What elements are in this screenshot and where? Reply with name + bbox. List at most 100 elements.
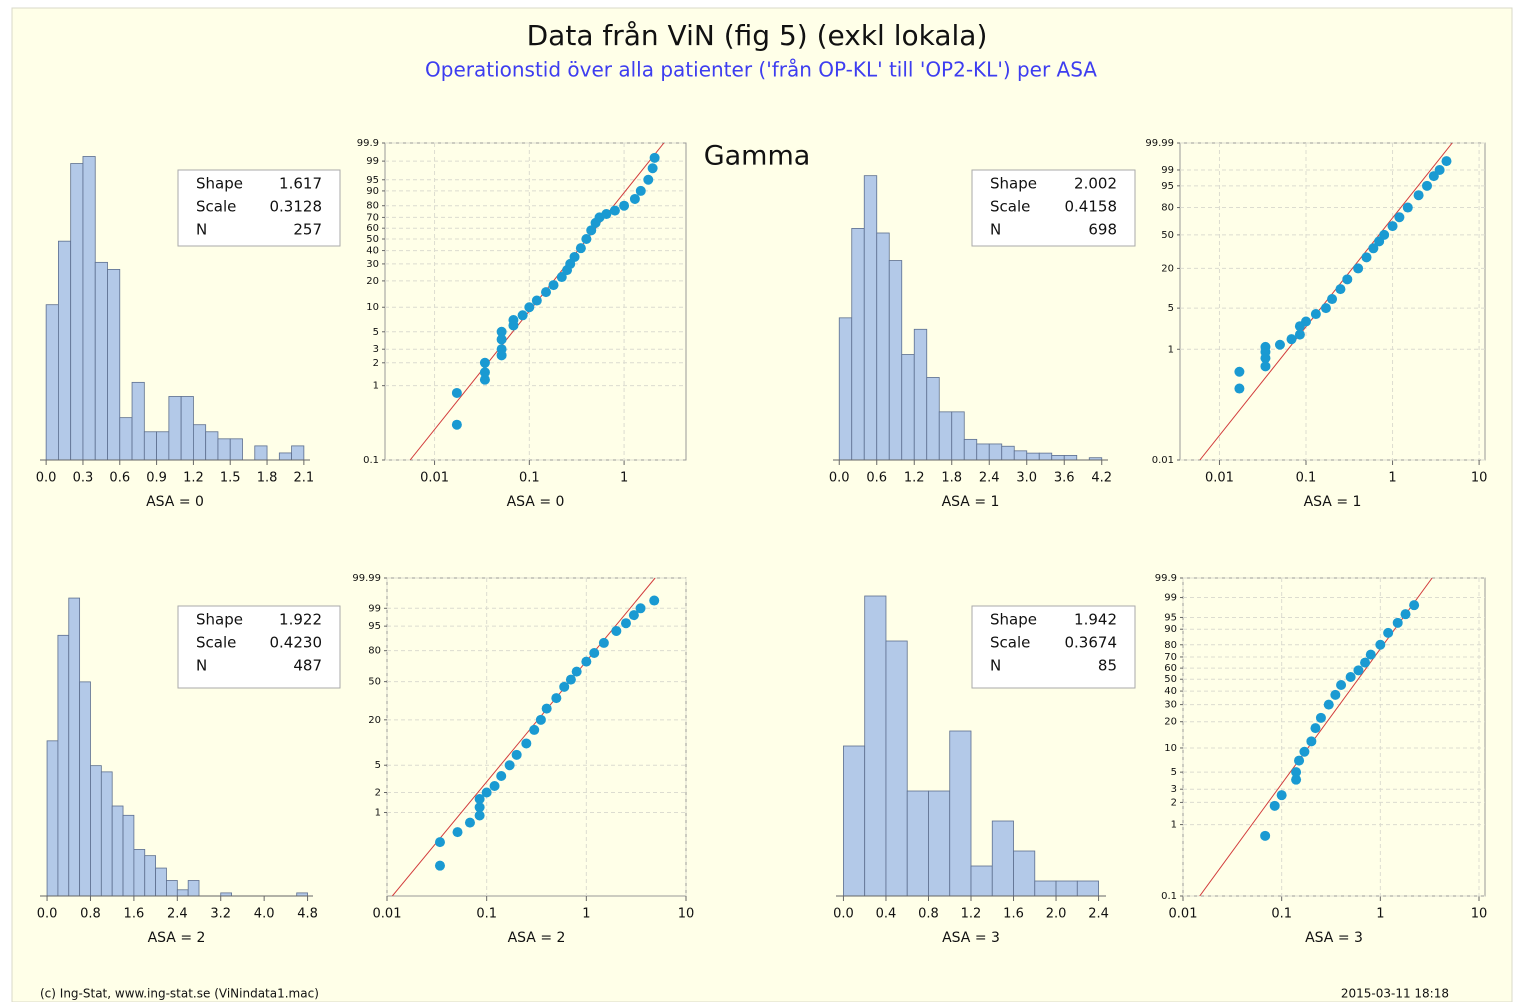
footer-right: 2015-03-11 18:18	[1341, 987, 1449, 1001]
data-point	[1360, 657, 1371, 668]
y-tick-label: 50	[368, 677, 381, 688]
data-point	[1301, 316, 1312, 327]
histogram-bar	[1026, 452, 1040, 461]
x-tick-label: 1	[582, 907, 590, 922]
data-point	[464, 817, 475, 828]
data-point	[619, 200, 630, 211]
histogram-bar	[863, 175, 878, 461]
data-point	[569, 251, 580, 262]
histogram-bar	[46, 740, 59, 897]
y-tick-label: 80	[368, 646, 381, 657]
data-point	[1234, 366, 1245, 377]
stat-name: Scale	[990, 634, 1030, 652]
y-tick-label: 1	[1171, 820, 1177, 831]
x-tick-label: 1	[620, 471, 628, 486]
y-tick-label: 10	[366, 302, 379, 313]
data-point	[598, 637, 609, 648]
histogram-bar	[963, 438, 978, 461]
histogram-bar	[838, 317, 853, 461]
data-point	[1421, 180, 1432, 191]
x-tick-label: 2.4	[167, 907, 188, 922]
data-point	[511, 749, 522, 760]
x-tick-label: 3.6	[1054, 471, 1075, 486]
y-tick-label: 5	[375, 760, 381, 771]
stat-value: 0.3674	[1065, 634, 1118, 652]
y-tick-label: 80	[1161, 203, 1174, 214]
histogram-bar	[131, 381, 145, 461]
y-tick-label: 70	[366, 212, 379, 223]
x-tick-label: 4.0	[254, 907, 275, 922]
data-point	[620, 618, 631, 629]
y-tick-label: 50	[366, 234, 379, 245]
x-axis-label: ASA = 2	[148, 930, 206, 946]
data-point	[479, 374, 490, 385]
stat-name: Scale	[196, 634, 236, 652]
data-point	[1260, 341, 1271, 352]
histogram-bar	[906, 790, 929, 897]
stats-box	[971, 169, 1136, 247]
y-tick-label: 20	[1161, 263, 1174, 274]
y-tick-label: 40	[1164, 686, 1177, 697]
histogram-bar	[1001, 445, 1015, 461]
data-point	[548, 280, 559, 291]
data-point	[521, 738, 532, 749]
y-tick-label: 40	[366, 246, 379, 257]
data-point	[541, 287, 552, 298]
histogram-bar	[166, 880, 178, 897]
data-point	[611, 625, 622, 636]
data-point	[649, 595, 660, 606]
data-point	[1402, 202, 1413, 213]
y-tick-label: 50	[1164, 674, 1177, 685]
x-tick-label: 0.0	[36, 471, 57, 486]
histogram-bar	[82, 156, 96, 461]
data-point	[551, 693, 562, 704]
data-point	[529, 724, 540, 735]
data-point	[647, 163, 658, 174]
y-tick-label: 10	[1164, 743, 1177, 754]
histogram-bar	[155, 867, 167, 897]
y-tick-label: 60	[366, 223, 379, 234]
data-point	[496, 326, 507, 337]
x-tick-label: 2.4	[1088, 907, 1109, 922]
subtitle: Operationstid över alla patienter ('från…	[425, 58, 1097, 82]
stat-value: 85	[1098, 657, 1117, 675]
histogram-bar	[913, 328, 928, 461]
histogram-bar	[291, 445, 305, 461]
y-tick-label: 80	[366, 201, 379, 212]
data-point	[571, 666, 582, 677]
y-tick-label: 30	[1164, 700, 1177, 711]
y-tick-label: 99.99	[352, 573, 381, 584]
histogram-bar	[111, 805, 124, 897]
stat-name: Shape	[990, 611, 1037, 629]
x-tick-label: 1.8	[941, 471, 962, 486]
data-point	[1394, 212, 1405, 223]
histogram-bar	[180, 396, 194, 461]
stats-box	[177, 169, 341, 247]
x-tick-label: 0.3	[73, 471, 94, 486]
stat-name: N	[196, 221, 207, 239]
x-tick-label: 0.6	[866, 471, 887, 486]
x-axis-label: ASA = 2	[508, 930, 566, 946]
x-tick-label: 3.2	[210, 907, 231, 922]
x-tick-label: 0.4	[876, 907, 897, 922]
fit-line	[1199, 143, 1453, 460]
histogram-bar	[119, 417, 133, 461]
data-point	[1387, 221, 1398, 232]
x-tick-label: 2.1	[294, 471, 315, 486]
histogram-bar	[1063, 455, 1078, 461]
stat-value: 2.002	[1074, 175, 1117, 193]
x-axis-label: ASA = 1	[1304, 494, 1362, 510]
data-point	[1400, 609, 1411, 620]
histogram-bar	[888, 260, 903, 461]
data-point	[1310, 723, 1321, 734]
data-point	[496, 334, 507, 345]
data-point	[479, 357, 490, 368]
histogram-bar	[970, 865, 993, 897]
stat-name: Scale	[196, 198, 236, 216]
data-point	[1291, 774, 1302, 785]
data-point	[609, 205, 620, 216]
y-tick-label: 70	[1164, 652, 1177, 663]
data-point	[535, 714, 546, 725]
data-point	[481, 787, 492, 798]
histogram-bar	[864, 595, 887, 897]
